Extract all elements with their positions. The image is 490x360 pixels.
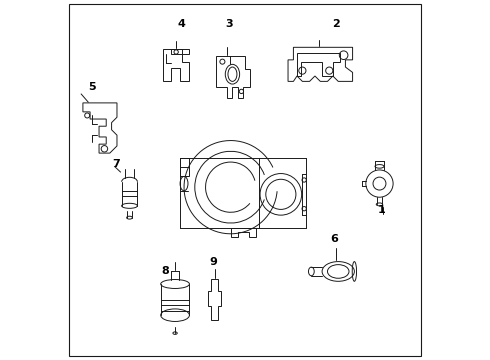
Text: 4: 4 — [177, 19, 185, 29]
Text: 9: 9 — [210, 257, 218, 267]
Text: 7: 7 — [113, 158, 121, 168]
Text: 2: 2 — [333, 19, 341, 29]
Text: 5: 5 — [88, 82, 96, 92]
Bar — [172, 49, 181, 54]
Text: 8: 8 — [162, 266, 169, 276]
Text: 6: 6 — [330, 234, 338, 244]
Text: 3: 3 — [226, 19, 233, 29]
Bar — [180, 158, 190, 176]
Text: 1: 1 — [378, 206, 386, 216]
